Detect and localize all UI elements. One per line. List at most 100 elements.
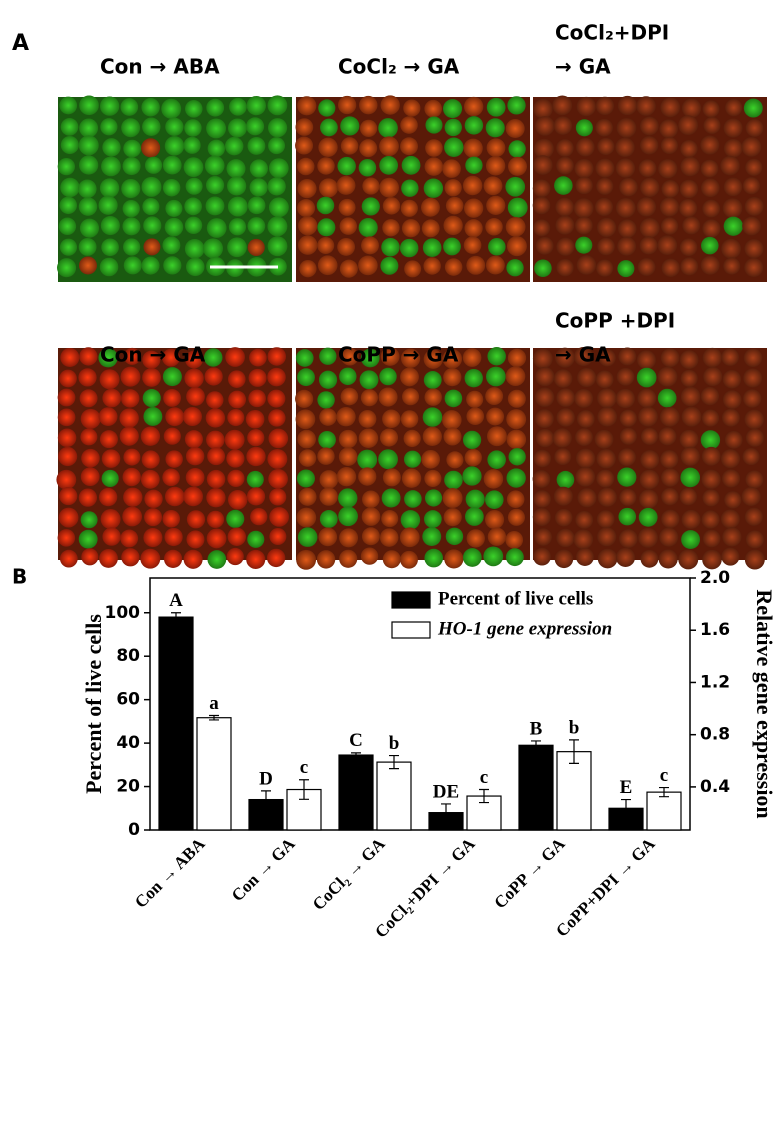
cell	[378, 449, 398, 470]
panel-label: A	[12, 31, 29, 56]
cell	[248, 389, 266, 408]
cell	[319, 510, 338, 528]
cell	[319, 470, 339, 489]
error-bar	[569, 739, 579, 765]
cell	[637, 258, 656, 276]
cell	[423, 371, 442, 389]
cell	[505, 366, 526, 387]
cell	[165, 117, 184, 136]
cell	[141, 256, 160, 275]
cell	[443, 215, 463, 236]
cell	[121, 118, 141, 138]
cell	[508, 448, 526, 466]
cell	[99, 369, 120, 390]
cell	[296, 469, 315, 488]
cell	[637, 388, 657, 408]
cell	[576, 255, 597, 275]
cell	[745, 530, 764, 549]
cell	[506, 259, 524, 277]
cell	[556, 408, 575, 427]
significance-letter: b	[389, 733, 400, 754]
cell	[207, 447, 226, 466]
x-tick-label: Con → GA	[228, 834, 299, 905]
cell	[60, 118, 79, 136]
cell	[594, 429, 614, 449]
cell	[678, 198, 698, 218]
cell	[98, 487, 118, 507]
cell	[577, 488, 597, 508]
cell	[297, 368, 315, 387]
cell	[466, 390, 484, 408]
cell	[142, 368, 161, 387]
cell	[483, 469, 504, 489]
cell	[78, 488, 98, 507]
cell	[56, 469, 77, 490]
image-label: Con → GA	[100, 343, 206, 367]
cell	[618, 507, 637, 526]
cell	[361, 527, 380, 546]
cell	[462, 548, 482, 567]
cell	[318, 137, 338, 157]
cell	[535, 366, 555, 387]
cell	[226, 159, 246, 179]
cell	[184, 216, 203, 235]
significance-letter: E	[620, 777, 633, 798]
cell	[203, 348, 223, 367]
cell	[488, 238, 506, 256]
cell	[298, 449, 317, 467]
cell	[534, 116, 555, 136]
cell	[205, 196, 225, 216]
cell	[184, 430, 203, 449]
error-bar	[299, 779, 309, 800]
cell	[163, 256, 182, 275]
cell	[556, 528, 575, 548]
cell	[506, 429, 527, 450]
cell	[400, 410, 419, 428]
cell	[657, 388, 677, 408]
cell	[99, 178, 120, 198]
cell	[404, 260, 422, 278]
cell	[701, 469, 721, 489]
cell	[143, 407, 163, 426]
cell	[59, 238, 78, 256]
cell	[462, 466, 482, 486]
cell	[554, 549, 574, 569]
cell	[162, 236, 181, 255]
cell	[597, 548, 618, 569]
cell	[443, 237, 461, 256]
cell	[596, 177, 614, 195]
cell	[701, 236, 719, 255]
cell	[639, 116, 659, 136]
cell	[186, 530, 205, 549]
cell	[400, 199, 418, 217]
cell	[745, 470, 764, 489]
y2-tick-label: 1.2	[700, 672, 730, 692]
cell	[597, 237, 615, 256]
cell	[443, 367, 462, 387]
cell	[424, 469, 442, 488]
cell	[185, 350, 203, 369]
cell	[358, 467, 377, 486]
error-bar	[621, 798, 631, 818]
cell	[185, 177, 203, 195]
cell	[679, 429, 699, 449]
cell	[535, 409, 554, 429]
cell	[228, 218, 247, 236]
cell	[379, 136, 399, 157]
cell	[162, 367, 182, 387]
cell	[618, 448, 636, 467]
cell	[123, 448, 141, 466]
error-bar	[441, 803, 451, 822]
cell	[636, 367, 657, 388]
cell	[443, 99, 463, 119]
cell	[421, 449, 440, 469]
cell	[79, 118, 99, 138]
cell	[485, 255, 505, 275]
cell	[59, 196, 78, 215]
cell	[702, 100, 720, 118]
image-label: → GA	[555, 55, 611, 79]
cell	[99, 430, 118, 449]
cell	[639, 217, 660, 238]
legend-swatch	[391, 621, 431, 639]
cell	[535, 428, 555, 448]
